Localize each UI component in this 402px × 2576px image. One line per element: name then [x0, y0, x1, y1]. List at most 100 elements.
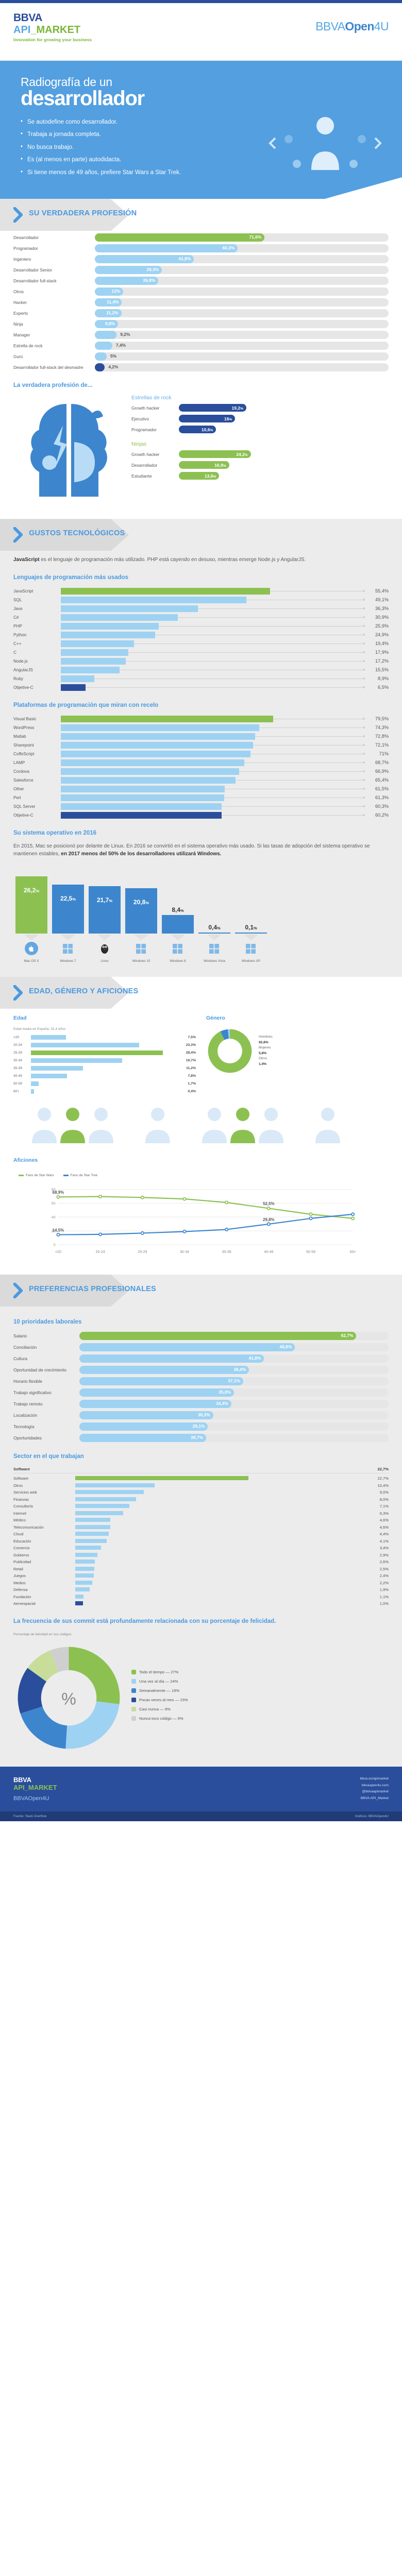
footer-link[interactable]: BBVA API_Market	[360, 1797, 389, 1801]
section-title: GUSTOS TECNOLÓGICOS	[29, 529, 125, 538]
bar-value: 10,6%	[201, 427, 213, 432]
bar-track	[61, 732, 366, 741]
windows-icon	[173, 943, 182, 954]
bar-fill	[75, 1552, 97, 1557]
column-bar	[15, 876, 47, 934]
subsection-title: Su sistema operativo en 2016	[13, 829, 97, 836]
data-point	[182, 1197, 187, 1201]
credit-graphics: Gráficos: BBVAOpen4U	[355, 1815, 389, 1819]
footer-brand: BBVA API_MARKET BBVAOpen4U	[13, 1776, 57, 1802]
bar-value: 61,3%	[375, 795, 389, 801]
footer-link[interactable]: bbva.es/apimarket	[360, 1776, 389, 1781]
leader-dot	[363, 796, 365, 799]
bar-label: Estrella de rock	[13, 343, 43, 348]
table-row: Médico 4,6%	[13, 1517, 389, 1524]
bar-label: Trabajo remoto	[13, 1401, 43, 1407]
bar-label: Desarrollador full-stack	[13, 278, 57, 283]
list-item: Ejecutivo 16%	[131, 414, 389, 423]
footer-link[interactable]: bbvaopen4u.com	[361, 1783, 389, 1787]
table-row: Programador 60,3%	[13, 244, 389, 253]
bar-value: 4,6%	[379, 1518, 389, 1523]
bar-label: Objetive-C	[13, 812, 34, 818]
bar-fill	[61, 724, 259, 731]
bar-track	[75, 1489, 368, 1496]
leader-dot	[363, 744, 365, 747]
bar-track	[61, 793, 366, 802]
column-value: 20,8%	[133, 899, 149, 906]
bar-fill	[75, 1518, 111, 1522]
bar-label: Desarrollador Senior	[13, 267, 53, 273]
data-label: 52,5%	[263, 1201, 275, 1206]
column-value: 0,1%	[245, 923, 257, 931]
bar-value: 41,8%	[178, 256, 191, 262]
table-row: Manager 9,2%	[13, 330, 389, 340]
hero-title: desarrollador	[21, 87, 145, 110]
windows-icon	[246, 943, 256, 954]
bar-fill	[61, 631, 155, 638]
gender-donut-chart	[208, 1029, 252, 1073]
legend-item: Todo el tiempo — 27%	[131, 1670, 389, 1675]
bar-value: 16%	[224, 416, 232, 421]
bar-fill	[75, 1560, 95, 1564]
bar-value: 4,1%	[379, 1538, 389, 1544]
bar-track	[61, 723, 366, 732]
bar-track: 4,2%	[95, 363, 389, 372]
table-row: Salario 62,7%	[13, 1331, 389, 1341]
bar-value: 7,4%	[116, 343, 126, 348]
bar-value: 28,3%	[146, 267, 159, 273]
bar-label: Desarrollador	[131, 462, 158, 468]
list-item: Desarrollador 16,9%	[131, 461, 389, 469]
column: 26,2%	[15, 868, 47, 934]
bar-fill	[75, 1601, 83, 1606]
bar-track: 11,4%	[95, 298, 389, 307]
bar-label: C	[13, 650, 16, 655]
table-row: Trabajo remoto 34,4%	[13, 1399, 389, 1409]
subsection-title: Género	[206, 1014, 225, 1021]
list-item: Se autodefine como desarrollador.	[21, 118, 206, 127]
bar-label: Telecomunicación	[13, 1524, 44, 1530]
bar-fill	[75, 1587, 90, 1592]
leader-dot	[363, 607, 365, 610]
footer-link[interactable]: @bbvaapimarket	[362, 1790, 389, 1794]
list-item: No busca trabajo.	[21, 143, 206, 152]
platforms-bar-chart: Visual Basic 79,5% WordPress 74,3% Matla…	[13, 715, 389, 820]
bar-label: Oportunidad de crecimiento	[13, 1367, 66, 1373]
table-row: Cultura 41,8%	[13, 1354, 389, 1364]
bar-value: 9,8%	[105, 321, 115, 327]
bar-fill: 34,4%	[79, 1400, 231, 1409]
legend-item: Semanalmente — 19%	[131, 1688, 389, 1693]
table-row: Oportunidad de crecimiento 38,4%	[13, 1365, 389, 1375]
leader-dot	[363, 761, 365, 764]
bar-label: Trabajo significativo	[13, 1390, 52, 1396]
bar-label: Medios	[13, 1580, 26, 1585]
bar-value: 4,2%	[108, 364, 119, 370]
bar-value: 15,5%	[375, 667, 389, 673]
bar-fill	[61, 741, 254, 749]
data-point	[98, 1232, 103, 1236]
table-row: Juegos 2,4%	[13, 1572, 389, 1580]
page-header: BBVA API_MARKET Innovation for growing y…	[0, 3, 402, 61]
bar-label: Ejecutivo	[131, 416, 149, 421]
legend-label: Todo el tiempo — 27%	[139, 1670, 179, 1675]
open4u-wordmark[interactable]: BBVAOpen4U	[315, 20, 389, 33]
bar-value: 23,3%	[186, 1043, 196, 1047]
bar-fill: 11,4%	[95, 298, 122, 307]
axis-tick-label: Windows Vista	[204, 959, 225, 963]
legend-value: 5,8%	[259, 1051, 267, 1055]
bar-label: 50-59	[13, 1081, 22, 1086]
brand-logo[interactable]: BBVA API_MARKET Innovation for growing y…	[13, 12, 92, 42]
bar-fill	[61, 666, 120, 673]
bar-value: 48,8%	[279, 1344, 292, 1350]
tech-intro-paragraph: JavaScript es el lenguaje de programació…	[13, 556, 389, 564]
footer-links[interactable]: bbva.es/apimarket bbvaopen4u.com @bbvaapim…	[360, 1776, 389, 1803]
bar-value: 60,2%	[375, 812, 389, 818]
table-row: 60+ 0,4%	[13, 1088, 196, 1095]
bar-fill: 28,3%	[95, 266, 162, 275]
footer-api-market: API_MARKET	[13, 1783, 57, 1791]
bar-label: LAMP	[13, 760, 25, 765]
subsection-title: Sector en el que trabajan	[13, 1453, 84, 1460]
table-row: C++ 19,4%	[13, 639, 389, 648]
legend-item: Nunca toco código — 6%	[131, 1716, 389, 1721]
bar-fill	[61, 596, 247, 603]
rockstars-caption: Estrellas de rock	[131, 395, 172, 401]
